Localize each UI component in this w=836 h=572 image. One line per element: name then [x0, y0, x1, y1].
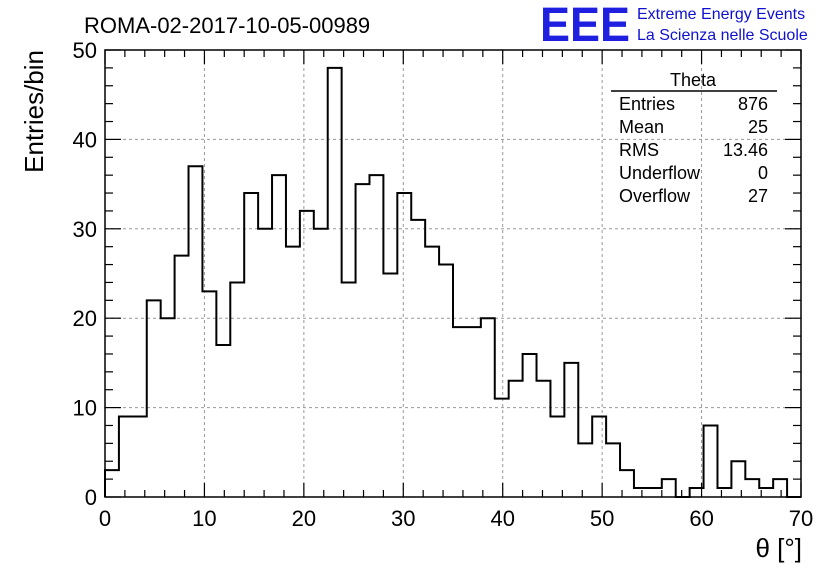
grid-lines — [105, 50, 801, 497]
y-tick-label: 0 — [85, 485, 97, 510]
x-tick-label: 20 — [292, 506, 316, 531]
stats-label-mean: Mean — [619, 117, 664, 137]
eee-logo: EEE Extreme Energy Events La Scienza nel… — [540, 0, 808, 52]
y-tick-label: 40 — [73, 127, 97, 152]
stats-label-entries: Entries — [619, 94, 675, 114]
stats-value-entries: 876 — [738, 94, 768, 114]
stats-label-overflow: Overflow — [619, 186, 691, 206]
stats-value-underflow: 0 — [758, 163, 768, 183]
y-axis-label: Entries/bin — [19, 50, 49, 173]
x-tick-label: 30 — [391, 506, 415, 531]
x-tick-label: 40 — [490, 506, 514, 531]
logo-line-2: La Scienza nelle Scuole — [637, 27, 808, 44]
y-tick-label: 30 — [73, 217, 97, 242]
logo-eee-text: EEE — [540, 0, 630, 52]
stats-value-rms: 13.46 — [723, 140, 768, 160]
stats-value-mean: 25 — [748, 117, 768, 137]
y-tick-label: 50 — [73, 38, 97, 63]
chart-title: ROMA-02-2017-10-05-00989 — [84, 13, 370, 38]
stats-value-overflow: 27 — [748, 186, 768, 206]
x-axis-label: θ [°] — [755, 533, 802, 563]
tick-labels: 0 10 20 30 40 50 60 70 0 10 20 30 40 50 — [73, 38, 814, 531]
x-tick-label: 60 — [689, 506, 713, 531]
stats-title: Theta — [670, 70, 717, 90]
y-tick-label: 10 — [73, 396, 97, 421]
histogram-step-line — [104, 66, 801, 498]
x-tick-label: 70 — [789, 506, 813, 531]
plot-frame — [104, 49, 802, 498]
logo-line-1: Extreme Energy Events — [637, 6, 805, 23]
stats-label-underflow: Underflow — [619, 163, 701, 183]
x-tick-label: 50 — [590, 506, 614, 531]
x-tick-label: 10 — [192, 506, 216, 531]
x-tick-label: 0 — [99, 506, 111, 531]
stats-label-rms: RMS — [619, 140, 659, 160]
stats-box: Theta Entries 876 Mean 25 RMS 13.46 Unde… — [611, 70, 777, 206]
y-tick-label: 20 — [73, 306, 97, 331]
